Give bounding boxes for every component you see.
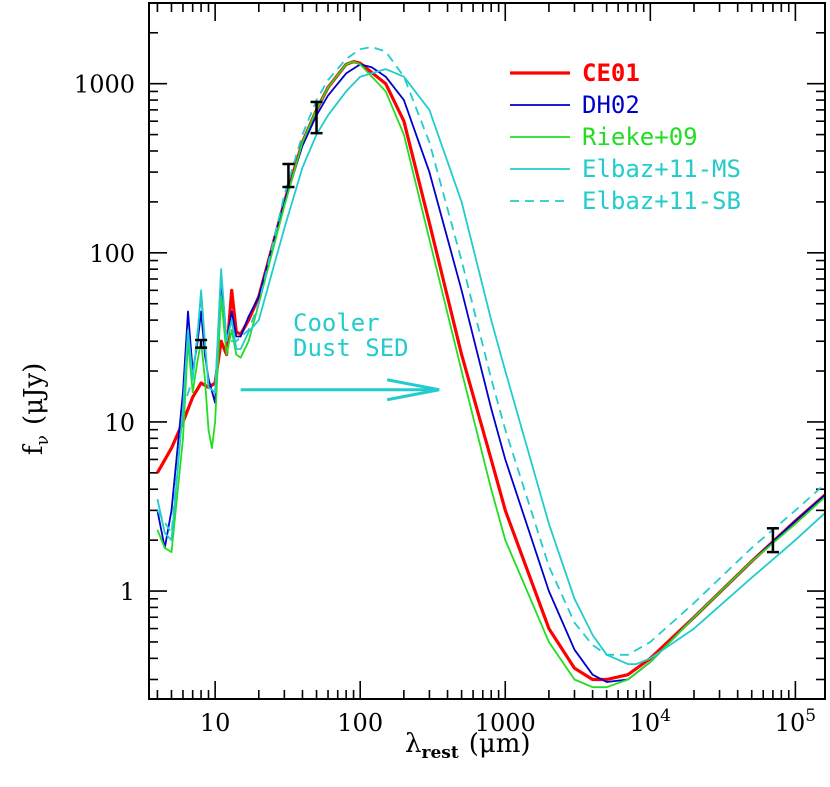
x-tick-label: 105 — [775, 706, 816, 737]
legend-item: Elbaz+11-SB — [510, 187, 741, 215]
legend-item: DH02 — [510, 91, 640, 119]
data-point — [195, 338, 208, 349]
y-axis-unit: (μJy) — [19, 363, 49, 425]
right-arrow-icon — [240, 378, 440, 402]
legend-item: CE01 — [510, 59, 640, 87]
y-axis-title: fν (μJy) — [19, 363, 53, 455]
legend-label: Elbaz+11-MS — [582, 155, 741, 183]
legend-label: Elbaz+11-SB — [582, 187, 741, 215]
tick-labels: 10 100 1000 104 105 1 10 100 1000 — [74, 71, 816, 737]
data-point — [310, 100, 323, 135]
y-tick-label: 100 — [89, 240, 135, 268]
x-axis-title: λrest (μm) — [405, 729, 531, 763]
svg-text:λrest(μm): λrest (μm) — [405, 729, 531, 763]
y-tick-label: 10 — [104, 409, 135, 437]
y-axis-symbol: f — [19, 443, 49, 455]
legend-item: Rieke+09 — [510, 123, 698, 151]
legend-label: Rieke+09 — [582, 123, 698, 151]
y-tick-label: 1000 — [74, 71, 135, 99]
plot-frame — [148, 2, 826, 700]
legend-label: DH02 — [582, 91, 640, 119]
x-tick-label: 104 — [630, 706, 671, 737]
x-axis-unit: (μm) — [469, 729, 531, 759]
series-line-elbaz-11-sb — [156, 46, 826, 656]
y-tick-label: 1 — [120, 578, 135, 606]
axis-ticks — [149, 2, 825, 699]
x-axis-symbol: λ — [405, 729, 421, 759]
annotation-line-2: Dust SED — [293, 334, 409, 362]
legend-item: Elbaz+11-MS — [510, 155, 741, 183]
cooler-dust-annotation: Cooler Dust SED — [240, 309, 440, 402]
legend: CE01 DH02 Rieke+09 Elbaz+11-MS Elbaz+11-SB — [510, 59, 741, 215]
series-layer — [156, 46, 827, 689]
x-tick-label: 100 — [337, 709, 383, 737]
y-axis-subscript: ν — [33, 435, 53, 445]
svg-text:fν(μJy): fν (μJy) — [19, 363, 53, 455]
data-point — [282, 162, 295, 189]
data-point — [766, 527, 779, 554]
series-line-elbaz-11-ms — [156, 68, 826, 665]
x-axis-subscript: rest — [421, 743, 458, 763]
data-points-layer — [195, 100, 779, 554]
x-tick-label: 10 — [200, 709, 231, 737]
x-tick-label: 1000 — [475, 709, 536, 737]
annotation-line-1: Cooler — [293, 309, 380, 337]
legend-label: CE01 — [582, 59, 640, 87]
